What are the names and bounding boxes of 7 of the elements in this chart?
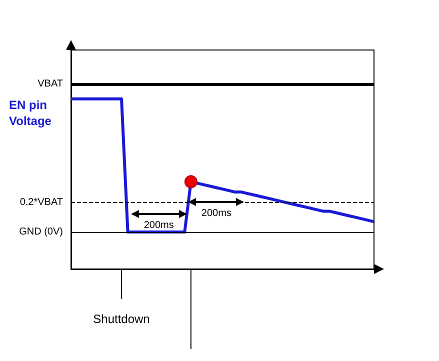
annotation: 200ms <box>200 207 232 220</box>
y-tick-label: 0.2*VBAT <box>20 196 63 208</box>
series-label: EN pin Voltage <box>9 96 52 129</box>
annotation: 200ms <box>142 219 175 232</box>
y-tick-label: VBAT <box>38 78 63 90</box>
text: Shuttdown <box>92 312 151 326</box>
y-tick-label: GND (0V) <box>19 226 63 238</box>
